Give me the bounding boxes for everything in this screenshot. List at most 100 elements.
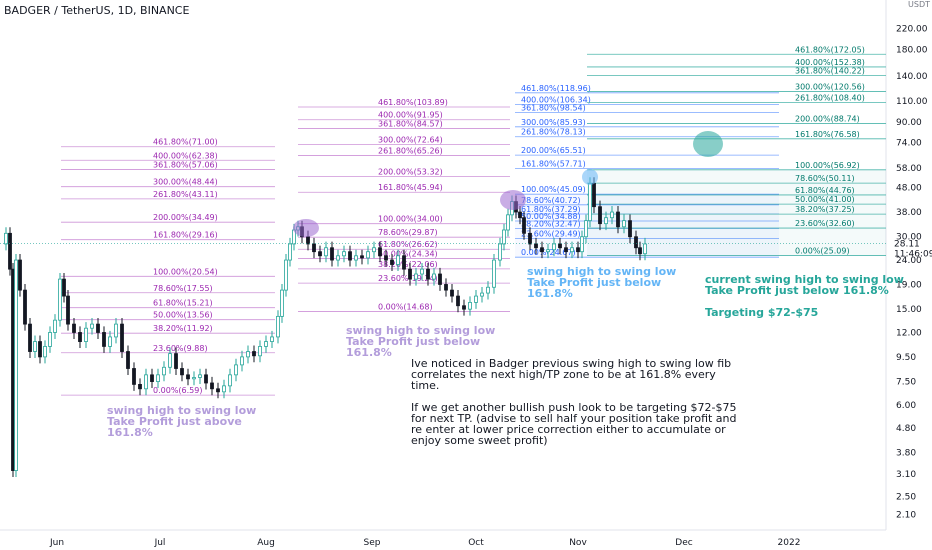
fib-level-label: 78.60%(50.11) (795, 174, 855, 183)
candle-body (84, 327, 88, 342)
fib-level-label: 300.00%(72.64) (378, 135, 443, 144)
candle-body (156, 374, 160, 382)
candle-body (198, 374, 202, 378)
y-tick-label: 19.00 (896, 280, 922, 290)
y-tick-label: 180.00 (896, 46, 928, 56)
fib-level-label: 461.80%(172.05) (795, 45, 865, 54)
candle-body (336, 255, 340, 261)
fib-level-label: 400.00%(152.38) (795, 58, 865, 67)
fib-level-label: 361.80%(98.54) (521, 103, 586, 112)
fib-level-label: 461.80%(118.96) (521, 84, 591, 93)
y-tick-label: 74.00 (896, 138, 922, 148)
candle-body (522, 217, 526, 234)
candle-body (638, 247, 642, 255)
annotation-text: 161.8% (107, 426, 153, 439)
candle-body (580, 236, 584, 253)
fib-level-label: 100.00%(34.00) (378, 215, 443, 224)
candle-body (360, 255, 364, 259)
y-tick-label: 38.00 (896, 208, 922, 218)
note-text: re enter at lower price correction eithe… (411, 423, 726, 436)
swing-high-marker (293, 219, 319, 237)
candle-body (210, 382, 214, 390)
candle-body (222, 385, 226, 393)
fib-level-label: 23.60%(19.24) (378, 274, 438, 283)
fib-level-label: 50.00%(34.88) (521, 212, 581, 221)
fib-level-label: 461.80%(71.00) (153, 138, 218, 147)
candle-body (11, 268, 15, 471)
candle-body (468, 302, 472, 310)
candle-body (14, 259, 18, 471)
candle-body (634, 236, 638, 249)
candle-body (240, 356, 244, 366)
candle-body (372, 247, 376, 253)
candle-body (564, 247, 568, 253)
candle-body (280, 289, 284, 317)
fib-level-label: 161.80%(57.71) (521, 159, 586, 168)
candle-body (168, 353, 172, 368)
fib-level-label: 50.00%(41.00) (795, 195, 855, 204)
y-tick-label: 3.10 (896, 470, 916, 480)
candle-body (474, 295, 478, 303)
y-tick-label: 6.00 (896, 401, 916, 411)
candle-body (348, 251, 352, 261)
fib-level-label: 200.00%(88.74) (795, 114, 860, 123)
candle-body (284, 259, 288, 291)
candle-body (72, 323, 76, 333)
candle-body (438, 273, 442, 285)
fib-level-label: 400.00%(106.34) (521, 96, 591, 105)
candle-body (162, 366, 166, 376)
candle-body (186, 374, 190, 380)
candle-body (43, 346, 47, 358)
candle-body (144, 374, 148, 390)
y-tick-label: 12.00 (896, 328, 922, 338)
candle-body (432, 273, 436, 280)
candle-body (8, 232, 12, 270)
candle-body (132, 368, 136, 385)
candle-body (246, 351, 250, 358)
candle-body (306, 236, 310, 245)
candle-body (96, 323, 100, 333)
candle-body (456, 295, 460, 307)
candle-body (66, 295, 70, 325)
fib-level-label: 261.80%(65.26) (378, 147, 443, 156)
x-tick-label: Aug (257, 538, 275, 548)
fib-level-label: 300.00%(85.93) (521, 118, 586, 127)
candle-body (4, 232, 8, 245)
candle-body (396, 255, 400, 265)
candle-body (288, 243, 292, 261)
candle-body (258, 346, 262, 357)
target-zone-marker (693, 131, 723, 157)
candle-body (366, 251, 370, 259)
candle-body (18, 259, 22, 291)
candle-body (592, 182, 596, 208)
fib-level-label: 200.00%(53.32) (378, 168, 443, 177)
candle-body (150, 374, 154, 382)
fib-level-label: 50.00%(13.56) (153, 311, 213, 320)
y-tick-label: 2.50 (896, 492, 916, 502)
candle-body (450, 289, 454, 297)
candle-body (628, 220, 632, 238)
candle-body (426, 268, 430, 280)
y-tick-label: 90.00 (896, 118, 922, 128)
fib-level-label: 200.00%(65.51) (521, 146, 586, 155)
candle-body (33, 341, 37, 352)
currency-label: USDT (908, 0, 930, 9)
annotation-text: Take Profit just below (527, 276, 661, 289)
candle-body (58, 278, 62, 321)
candle-body (48, 332, 52, 347)
candle-body (192, 377, 196, 380)
y-tick-label: 2.10 (896, 511, 916, 521)
x-tick-label: Jul (154, 538, 166, 548)
candle-body (390, 259, 394, 265)
fib-level-label: 161.80%(76.58) (795, 130, 860, 139)
candle-body (444, 284, 448, 291)
candle-body (498, 243, 502, 261)
candle-body (610, 211, 614, 219)
x-tick-label: Sep (364, 538, 381, 548)
fib-level-label: 161.80%(29.16) (153, 231, 218, 240)
y-tick-label: 9.50 (896, 353, 916, 363)
candle-body (528, 232, 532, 245)
note-text: for next TP. (advise to sell half your p… (411, 412, 737, 425)
fib-level-label: 161.80%(45.94) (378, 183, 443, 192)
